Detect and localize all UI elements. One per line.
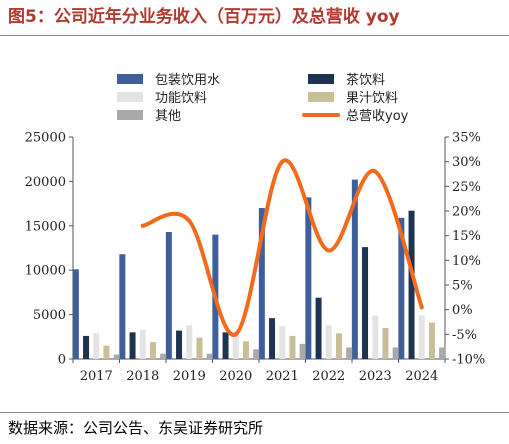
bar-包装饮用水-2024	[398, 217, 405, 359]
x-tick-label: 2022	[312, 369, 345, 384]
bar-其他-2019	[206, 353, 213, 359]
legend-label-茶饮料: 茶饮料	[346, 72, 385, 88]
bar-果汁饮料-2020	[242, 341, 249, 359]
bar-功能饮料-2017	[93, 333, 100, 359]
line-point-2020	[233, 332, 238, 337]
x-tick-label: 2017	[80, 369, 113, 384]
bar-茶饮料-2017	[83, 335, 90, 359]
bar-功能饮料-2020	[232, 331, 239, 359]
right-tick-label: 30%	[452, 155, 481, 170]
bar-果汁饮料-2019	[196, 337, 203, 359]
right-tick-label: 20%	[452, 205, 481, 220]
bar-功能饮料-2019	[186, 325, 193, 359]
source-note: 数据来源：公司公告、东吴证券研究所	[8, 419, 264, 437]
legend-label-功能饮料: 功能饮料	[155, 91, 207, 106]
right-tick-label: -5%	[452, 328, 477, 343]
x-tick-label: 2018	[126, 369, 159, 384]
bar-功能饮料-2021	[279, 326, 286, 359]
right-tick-label: 35%	[452, 131, 481, 146]
right-tick-label: 25%	[452, 180, 481, 195]
title-divider	[0, 35, 509, 36]
x-tick-label: 2023	[359, 369, 392, 384]
x-tick-label: 2020	[219, 369, 252, 384]
bar-果汁饮料-2021	[289, 335, 296, 359]
bar-其他-2018	[160, 353, 167, 359]
x-tick-label: 2024	[405, 369, 438, 384]
bar-果汁饮料-2017	[103, 345, 110, 359]
legend-label-总营收yoy: 总营收yoy	[346, 109, 409, 124]
legend-swatch-果汁饮料	[308, 92, 334, 102]
bar-包装饮用水-2021	[258, 208, 265, 359]
right-tick-label: 5%	[452, 279, 473, 294]
legend-swatch-包装饮用水	[117, 74, 143, 84]
bar-其他-2020	[253, 349, 260, 359]
bar-其他-2017	[113, 354, 120, 359]
line-point-2019	[187, 218, 192, 223]
bar-包装饮用水-2022	[305, 197, 312, 359]
chart-line	[140, 158, 424, 337]
bar-茶饮料-2019	[176, 330, 183, 359]
left-tick-label: 15000	[25, 219, 66, 234]
bar-果汁饮料-2022	[335, 333, 342, 359]
bar-其他-2022	[346, 347, 353, 359]
bar-功能饮料-2024	[418, 315, 425, 359]
bar-包装饮用水-2023	[351, 179, 358, 359]
left-tick-label: 5000	[33, 308, 66, 323]
line-point-2024	[419, 305, 424, 310]
legend-label-果汁饮料: 果汁饮料	[346, 91, 398, 106]
left-tick-label: 25000	[25, 131, 66, 146]
bar-功能饮料-2023	[372, 315, 379, 359]
bar-茶饮料-2022	[315, 297, 322, 359]
legend-swatch-其他	[117, 110, 143, 120]
x-tick-label: 2019	[173, 369, 206, 384]
figure-title: 图5：公司近年分业务收入（百万元）及总营收 yoy	[8, 7, 400, 27]
right-tick-label: 15%	[452, 229, 481, 244]
bar-茶饮料-2020	[222, 332, 229, 359]
line-point-2023	[373, 169, 378, 174]
left-tick-label: 10000	[25, 264, 66, 279]
right-tick-label: 0%	[452, 303, 473, 318]
x-tick-label: 2021	[266, 369, 299, 384]
left-tick-label: 0	[58, 353, 66, 368]
bar-茶饮料-2021	[269, 318, 276, 359]
legend-label-其他: 其他	[155, 109, 181, 124]
right-tick-label: -10%	[452, 353, 485, 368]
bar-茶饮料-2023	[362, 247, 369, 359]
bar-功能饮料-2018	[139, 329, 146, 359]
bar-包装饮用水-2018	[119, 254, 126, 359]
bar-果汁饮料-2023	[382, 327, 389, 359]
bar-其他-2021	[299, 343, 306, 359]
bar-其他-2023	[392, 347, 399, 359]
bar-包装饮用水-2019	[165, 232, 172, 359]
legend-swatch-功能饮料	[117, 92, 143, 102]
source-divider	[0, 412, 509, 413]
chart-axes: 0 5000 10000 15000 20000 25000 -10% -5% 0% 5% 10% 1…	[25, 131, 486, 385]
left-tick-label: 20000	[25, 175, 66, 190]
line-point-2021	[280, 159, 285, 164]
legend-swatch-茶饮料	[308, 74, 334, 84]
bar-功能饮料-2022	[325, 325, 332, 359]
line-point-2022	[326, 248, 331, 253]
legend-label-包装饮用水: 包装饮用水	[155, 73, 220, 88]
line-总营收yoy	[140, 158, 424, 337]
right-tick-label: 10%	[452, 254, 481, 269]
bar-包装饮用水-2017	[72, 269, 79, 359]
bar-茶饮料-2018	[129, 332, 136, 359]
line-point-2018	[140, 223, 145, 228]
bar-果汁饮料-2018	[149, 342, 156, 359]
bar-其他-2024	[439, 347, 446, 359]
bar-茶饮料-2024	[408, 210, 415, 359]
bar-果汁饮料-2024	[428, 322, 435, 359]
chart-bars	[72, 179, 446, 359]
